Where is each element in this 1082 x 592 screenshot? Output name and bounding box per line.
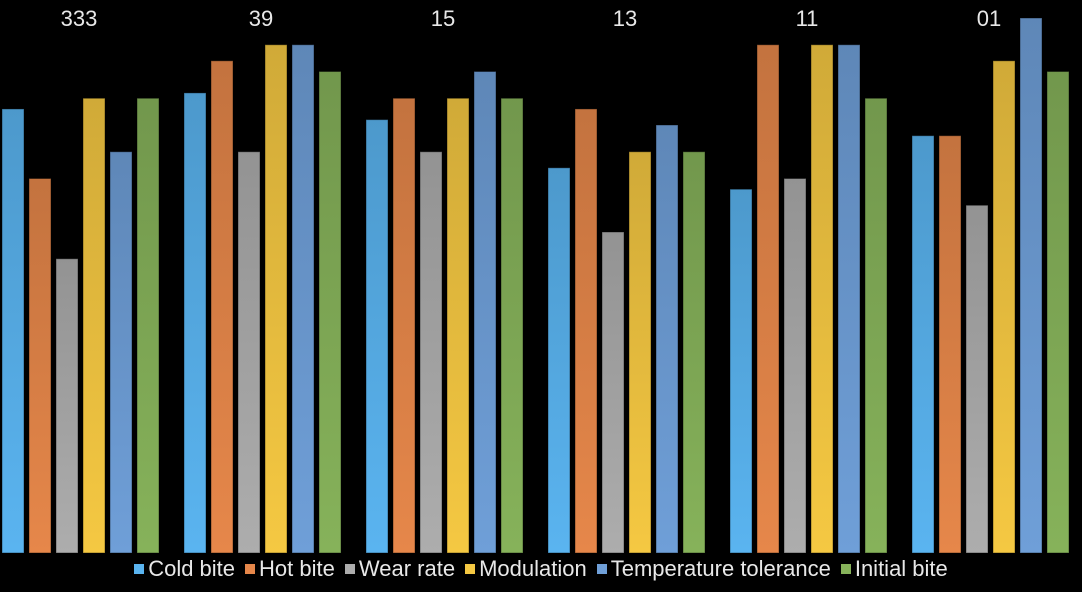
bar-hot-bite — [392, 97, 416, 554]
bar-wear-rate — [601, 231, 625, 554]
bar-wear-rate — [237, 151, 261, 554]
bar-wear-rate — [783, 178, 807, 554]
bar-temperature-tolerance — [655, 124, 679, 554]
bar-modulation — [82, 97, 106, 554]
bar-wear-rate — [965, 204, 989, 554]
category-label: 333 — [61, 6, 98, 31]
legend-label: Cold bite — [148, 556, 236, 581]
bar-modulation — [810, 44, 834, 554]
legend-label: Temperature tolerance — [610, 556, 831, 581]
bar-wear-rate — [55, 258, 79, 554]
legend-label: Hot bite — [259, 556, 335, 581]
bar-hot-bite — [210, 60, 234, 554]
bar-modulation — [992, 60, 1016, 554]
bar-hot-bite — [756, 44, 780, 554]
bar-temperature-tolerance — [473, 71, 497, 554]
bar-modulation — [628, 151, 652, 554]
bar-hot-bite — [28, 178, 52, 554]
legend-swatch — [134, 564, 145, 574]
bar-initial-bite — [1046, 71, 1070, 554]
bar-initial-bite — [500, 97, 524, 554]
legend-item: Initial bite — [840, 556, 948, 582]
category-label: 11 — [796, 6, 819, 31]
bar-initial-bite — [682, 151, 706, 554]
bar-cold-bite — [729, 188, 753, 554]
legend-swatch — [245, 564, 256, 574]
bar-modulation — [446, 97, 470, 554]
category-label: 39 — [249, 6, 273, 31]
legend-item: Modulation — [465, 556, 587, 582]
legend-swatch — [465, 564, 476, 574]
bar-initial-bite — [318, 71, 342, 554]
category-label: 13 — [613, 6, 637, 31]
bar-cold-bite — [911, 135, 935, 554]
bar-cold-bite — [365, 119, 389, 554]
legend-swatch — [840, 564, 851, 574]
bar-initial-bite — [864, 97, 888, 554]
bar-initial-bite — [136, 97, 160, 554]
bar-modulation — [264, 44, 288, 554]
legend-swatch — [344, 564, 355, 574]
bar-cold-bite — [1, 108, 25, 554]
bar-wear-rate — [419, 151, 443, 554]
legend-label: Initial bite — [854, 556, 948, 581]
legend-item: Temperature tolerance — [596, 556, 831, 582]
legend-item: Cold bite — [134, 556, 235, 582]
legend-item: Hot bite — [245, 556, 335, 582]
category-label: 01 — [977, 6, 1001, 31]
category-label: 15 — [431, 6, 455, 31]
bar-temperature-tolerance — [291, 44, 315, 554]
legend-item: Wear rate — [344, 556, 456, 582]
legend-label: Wear rate — [358, 556, 456, 581]
bar-temperature-tolerance — [109, 151, 133, 554]
bar-temperature-tolerance — [837, 44, 861, 554]
bar-cold-bite — [183, 92, 207, 554]
bar-cold-bite — [547, 167, 571, 554]
legend-swatch — [596, 564, 607, 574]
bar-hot-bite — [938, 135, 962, 554]
bar-hot-bite — [574, 108, 598, 554]
legend: Cold bite Hot bite Wear rate Modulation Temp… — [0, 556, 1082, 582]
legend-label: Modulation — [479, 556, 587, 581]
bar-chart: 333 39 15 13 11 01 — [1, 6, 1070, 554]
bar-temperature-tolerance — [1019, 17, 1043, 554]
